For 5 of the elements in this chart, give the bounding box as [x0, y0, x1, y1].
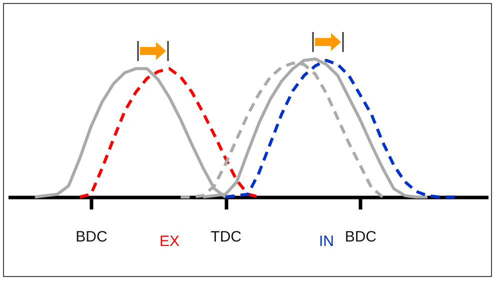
text: EX — [159, 233, 180, 250]
x-tick-label: BDC — [344, 228, 377, 246]
text: IN — [319, 233, 334, 250]
x-tick-label: TDC — [210, 228, 242, 246]
x-tick-label: BDC — [76, 228, 108, 246]
